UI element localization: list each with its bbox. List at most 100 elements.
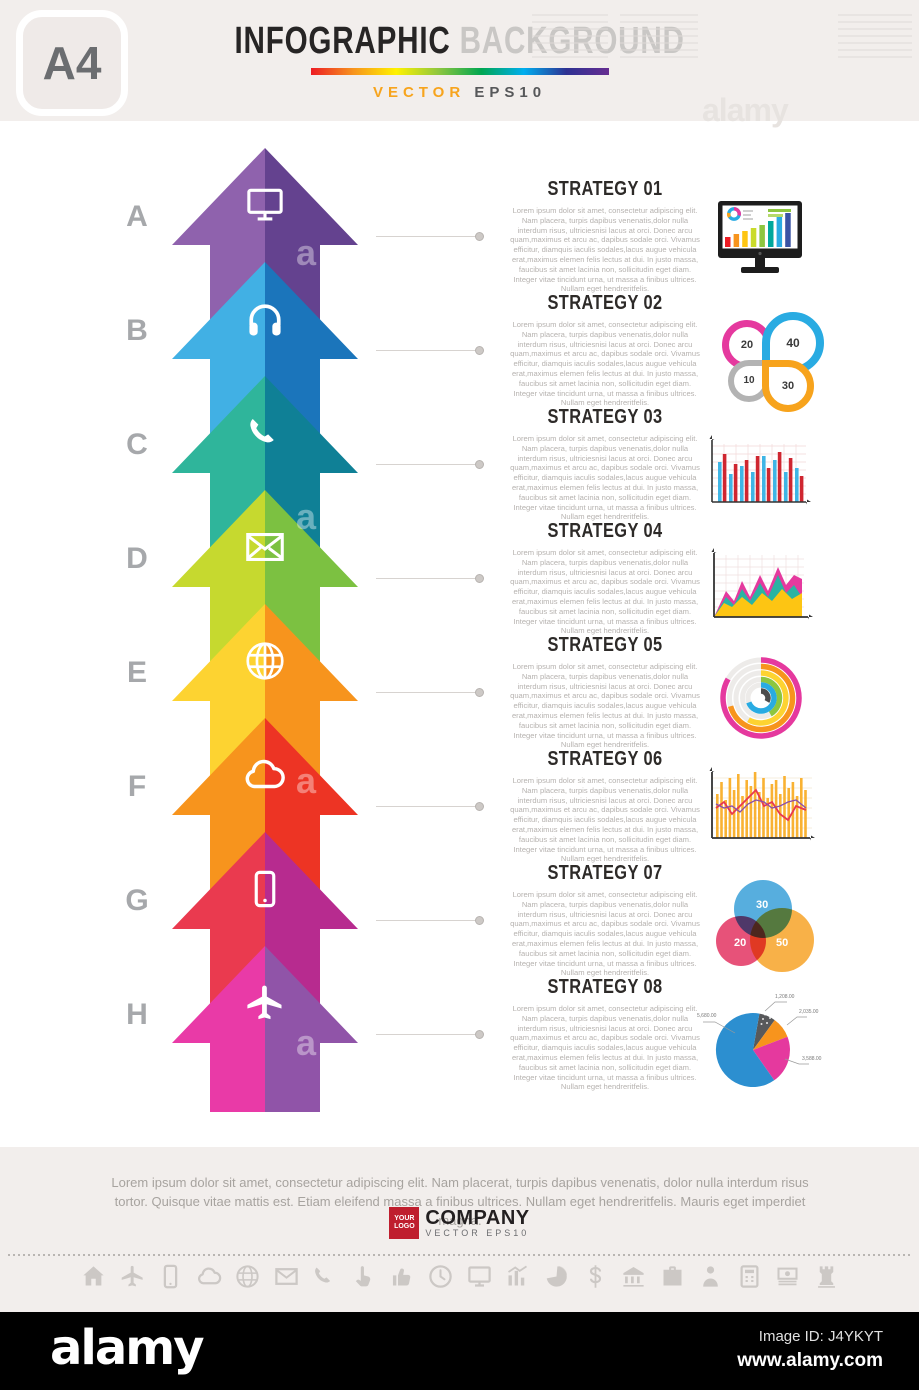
strategy-body: Lorem ipsum dolor sit amet, consectetur … <box>510 548 700 636</box>
alamy-logo: alamy <box>50 1320 205 1376</box>
logo-line1: YOUR <box>394 1215 415 1222</box>
radial-progress-chart <box>715 652 807 744</box>
strategy-body: Lorem ipsum dolor sit amet, consectetur … <box>510 206 700 294</box>
pie-chart-icon <box>546 1265 568 1287</box>
bubble-value: 20 <box>734 937 747 949</box>
company-subtitle: VECTOR EPS10 <box>425 1228 530 1238</box>
thumbs-up-icon <box>392 1268 410 1286</box>
strategy-title: STRATEGY 06 <box>547 748 663 770</box>
clock-icon <box>429 1265 452 1288</box>
pie-label: 1,208.00 <box>775 994 795 1000</box>
alamy-url: www.alamy.com <box>737 1350 883 1371</box>
pie-label: 2,035.00 <box>799 1009 819 1015</box>
subtitle-accent: VECTOR <box>372 84 466 101</box>
strategy-body: Lorem ipsum dolor sit amet, consectetur … <box>510 434 700 522</box>
strategy-body: Lorem ipsum dolor sit amet, consectetur … <box>510 776 700 864</box>
white-sheet <box>0 121 919 1147</box>
dotted-divider <box>8 1254 911 1256</box>
strategy-section-2: STRATEGY 02 Lorem ipsum dolor sit amet, … <box>498 292 712 408</box>
dollar-icon <box>589 1265 601 1288</box>
connector-line <box>376 460 484 469</box>
bubble-chart: 30 20 50 <box>710 880 814 972</box>
footer-icon-row <box>80 1263 840 1290</box>
watermark-noise <box>838 14 912 60</box>
strategy-section-8: STRATEGY 08 Lorem ipsum dolor sit amet, … <box>498 976 712 1092</box>
timeline-letter-d: D <box>126 542 148 575</box>
monitor-icon <box>243 183 287 227</box>
banknotes-icon <box>777 1267 798 1286</box>
strategy-body: Lorem ipsum dolor sit amet, consectetur … <box>510 1004 700 1092</box>
strategy-body: Lorem ipsum dolor sit amet, consectetur … <box>510 320 700 408</box>
smartphone-icon <box>244 868 286 910</box>
briefcase-icon <box>663 1266 682 1286</box>
image-id: Image ID: J4YKYT <box>758 1328 883 1345</box>
home-icon <box>83 1266 104 1286</box>
rook-icon <box>818 1266 835 1288</box>
a4-size-badge: A4 <box>16 10 128 116</box>
timeline-letter-e: E <box>126 656 147 689</box>
petal-number-chart: 20 40 10 30 <box>712 312 824 412</box>
bar-chart-icon <box>508 1265 528 1286</box>
mail-icon <box>275 1268 298 1285</box>
timeline-letter-b: B <box>126 314 148 347</box>
headphones-icon <box>243 297 287 341</box>
alamy-ghost-watermark: a <box>296 1022 317 1063</box>
calculator-icon <box>740 1265 759 1288</box>
person-icon <box>703 1266 719 1287</box>
plane-icon <box>243 981 287 1025</box>
connector-line <box>376 688 484 697</box>
smartphone-icon <box>163 1264 178 1289</box>
strategy-section-3: STRATEGY 03 Lorem ipsum dolor sit amet, … <box>498 406 712 522</box>
strategy-title: STRATEGY 08 <box>547 976 663 998</box>
connector-line <box>376 346 484 355</box>
timeline-letter-a: A <box>126 200 148 233</box>
alamy-ghost-watermark: alamy <box>702 92 789 128</box>
strategy-title: STRATEGY 05 <box>547 634 663 656</box>
dual-bar-chart <box>702 432 814 514</box>
strategy-section-4: STRATEGY 04 Lorem ipsum dolor sit amet, … <box>498 520 712 636</box>
timeline-letter-f: F <box>127 770 147 803</box>
globe-icon <box>236 1265 259 1288</box>
bubble-value: 30 <box>756 899 769 911</box>
company-logo: YOUR LOGO COMPANY VECTOR EPS10 <box>0 1207 919 1239</box>
strategy-section-1: STRATEGY 01 Lorem ipsum dolor sit amet, … <box>498 178 712 294</box>
page-title: INFOGRAPHIC BACKGROUND <box>0 20 919 63</box>
strategy-title: STRATEGY 07 <box>547 862 663 884</box>
strategy-section-7: STRATEGY 07 Lorem ipsum dolor sit amet, … <box>498 862 712 978</box>
strategy-section-6: STRATEGY 06 Lorem ipsum dolor sit amet, … <box>498 748 712 864</box>
subtitle-rest: EPS10 <box>474 84 547 101</box>
bubble-orange <box>750 908 814 972</box>
connector-line <box>376 232 484 241</box>
connector-line <box>376 574 484 583</box>
cloud-icon <box>242 752 288 798</box>
strategy-title: STRATEGY 03 <box>547 406 663 428</box>
monitor-icon <box>468 1266 491 1287</box>
bubble-value: 50 <box>776 937 789 949</box>
timeline-letter-g: G <box>125 884 149 917</box>
stock-photo-bar: alamy Image ID: J4YKYT www.alamy.com <box>0 1312 919 1390</box>
rainbow-divider <box>311 68 609 75</box>
stacked-area-chart <box>702 545 817 629</box>
pie-chart: 5,680.00 1,208.00 2,035.00 3,588.00 <box>695 995 825 1100</box>
cloud-icon <box>197 1267 221 1285</box>
timeline-letter-c: C <box>126 428 148 461</box>
strategy-body: Lorem ipsum dolor sit amet, consectetur … <box>510 890 700 978</box>
globe-icon <box>242 638 288 684</box>
strategy-title: STRATEGY 04 <box>547 520 663 542</box>
bank-icon <box>623 1266 644 1287</box>
alamy-ghost-watermark: a <box>296 232 317 273</box>
petal-value: 30 <box>762 360 814 412</box>
watermark-noise <box>620 14 698 60</box>
alamy-ghost-watermark: a <box>296 760 317 801</box>
connector-line <box>376 916 484 925</box>
bar-line-chart <box>700 762 818 850</box>
strategy-section-5: STRATEGY 05 Lorem ipsum dolor sit amet, … <box>498 634 712 750</box>
logo-line2: LOGO <box>394 1223 415 1230</box>
phone-icon <box>244 412 286 454</box>
plane-icon <box>121 1265 143 1287</box>
footer-paragraph: Lorem ipsum dolor sit amet, consectetur … <box>111 1175 809 1228</box>
logo-mark: YOUR LOGO <box>389 1207 420 1239</box>
watermark-noise <box>532 14 608 60</box>
connector-line <box>376 802 484 811</box>
